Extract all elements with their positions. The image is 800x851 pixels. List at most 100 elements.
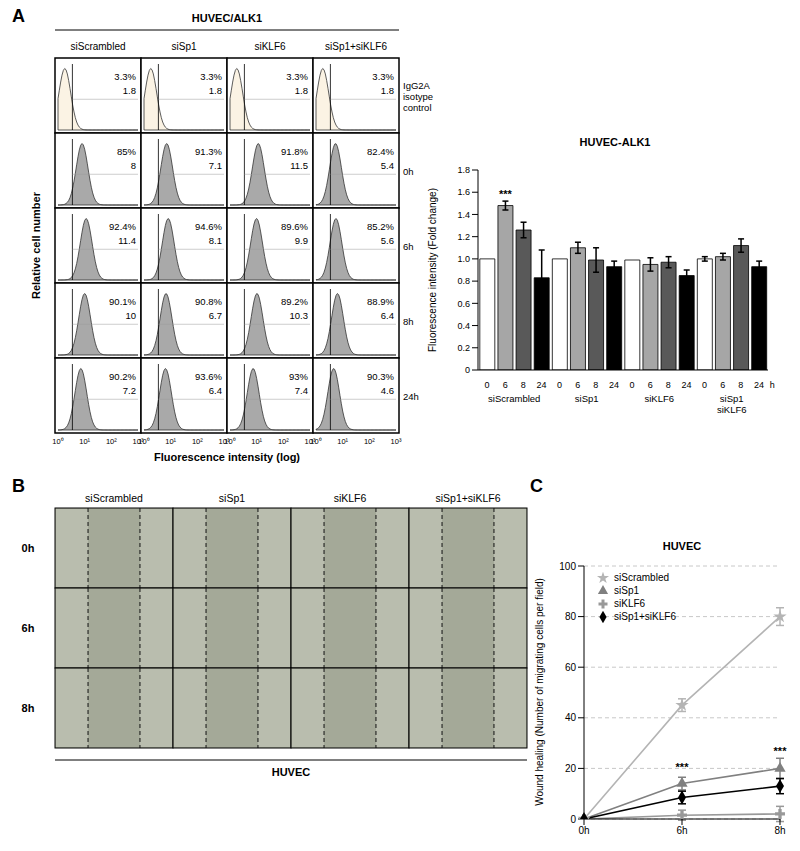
svg-text:10⁰: 10⁰	[52, 437, 63, 446]
svg-text:88.9%: 88.9%	[367, 296, 394, 307]
svg-text:93%: 93%	[289, 371, 309, 382]
svg-text:HUVEC/ALK1: HUVEC/ALK1	[192, 12, 262, 24]
svg-text:IgG2Aisotypecontrol: IgG2Aisotypecontrol	[403, 80, 433, 113]
svg-text:1.8: 1.8	[381, 85, 394, 96]
svg-text:7.4: 7.4	[295, 385, 308, 396]
svg-text:siKLF6: siKLF6	[254, 41, 286, 52]
svg-text:10¹: 10¹	[251, 437, 262, 446]
svg-text:8: 8	[593, 380, 598, 390]
svg-text:Fluorescence intensity (log): Fluorescence intensity (log)	[154, 451, 300, 463]
svg-text:siScrambled: siScrambled	[70, 41, 125, 52]
svg-text:siKLF6: siKLF6	[644, 393, 674, 404]
svg-text:***: ***	[676, 761, 690, 773]
svg-text:7.1: 7.1	[209, 160, 222, 171]
svg-text:80: 80	[565, 611, 577, 622]
svg-text:10¹: 10¹	[337, 437, 348, 446]
svg-text:7.2: 7.2	[123, 385, 136, 396]
svg-text:4.6: 4.6	[381, 385, 394, 396]
svg-text:***: ***	[774, 745, 788, 757]
svg-text:24: 24	[609, 380, 619, 390]
svg-text:8.1: 8.1	[209, 235, 222, 246]
svg-text:10⁰: 10⁰	[224, 437, 235, 446]
svg-text:siSp1+siKLF6: siSp1+siKLF6	[435, 492, 500, 504]
svg-text:1.4: 1.4	[457, 210, 470, 220]
svg-text:93.6%: 93.6%	[195, 371, 222, 382]
svg-text:siScrambled: siScrambled	[85, 492, 143, 504]
svg-text:92.4%: 92.4%	[109, 221, 136, 232]
svg-text:10²: 10²	[278, 437, 289, 446]
svg-text:10¹: 10¹	[79, 437, 90, 446]
svg-text:8: 8	[131, 160, 136, 171]
svg-text:24: 24	[681, 380, 691, 390]
svg-text:6.4: 6.4	[209, 385, 222, 396]
svg-text:6: 6	[720, 380, 725, 390]
svg-text:0.2: 0.2	[457, 343, 470, 353]
svg-text:20: 20	[565, 763, 577, 774]
svg-text:6: 6	[575, 380, 580, 390]
svg-text:0: 0	[485, 380, 490, 390]
svg-text:0h: 0h	[403, 166, 414, 177]
svg-text:6h: 6h	[403, 241, 414, 252]
svg-text:C: C	[530, 476, 543, 496]
svg-text:11.4: 11.4	[118, 235, 136, 246]
svg-text:0.6: 0.6	[457, 299, 470, 309]
svg-text:3.3%: 3.3%	[286, 71, 308, 82]
svg-text:siKLF6: siKLF6	[334, 492, 367, 504]
svg-text:6h: 6h	[676, 825, 687, 836]
svg-text:94.6%: 94.6%	[195, 221, 222, 232]
svg-text:1.8: 1.8	[123, 85, 136, 96]
svg-text:1.6: 1.6	[457, 187, 470, 197]
svg-text:Relative cell number: Relative cell number	[30, 191, 42, 299]
svg-text:0.4: 0.4	[457, 321, 470, 331]
svg-text:90.3%: 90.3%	[367, 371, 394, 382]
svg-text:8h: 8h	[403, 316, 414, 327]
svg-text:10³: 10³	[391, 437, 402, 446]
svg-text:1.8: 1.8	[209, 85, 222, 96]
svg-text:10: 10	[125, 310, 136, 321]
svg-text:6h: 6h	[22, 622, 35, 634]
svg-text:siSp1: siSp1	[171, 41, 196, 52]
svg-text:siSp1: siSp1	[219, 492, 245, 504]
svg-text:HUVEC: HUVEC	[272, 766, 311, 778]
svg-text:0: 0	[570, 814, 576, 825]
svg-text:5.6: 5.6	[381, 235, 394, 246]
svg-text:siSp1siKLF6: siSp1siKLF6	[717, 393, 747, 415]
svg-text:8h: 8h	[774, 825, 785, 836]
svg-text:siScrambled: siScrambled	[488, 393, 540, 404]
svg-text:1.8: 1.8	[295, 85, 308, 96]
svg-text:90.8%: 90.8%	[195, 296, 222, 307]
svg-text:89.2%: 89.2%	[281, 296, 308, 307]
svg-text:3.3%: 3.3%	[200, 71, 222, 82]
svg-text:8h: 8h	[22, 702, 35, 714]
svg-text:8: 8	[521, 380, 526, 390]
svg-text:0: 0	[630, 380, 635, 390]
svg-text:B: B	[12, 476, 25, 496]
svg-text:10⁰: 10⁰	[138, 437, 149, 446]
svg-text:0: 0	[465, 365, 470, 375]
svg-text:100: 100	[559, 561, 576, 572]
svg-text:0: 0	[702, 380, 707, 390]
svg-text:siSp1: siSp1	[575, 393, 599, 404]
svg-text:1.2: 1.2	[457, 232, 470, 242]
svg-text:8: 8	[738, 380, 743, 390]
svg-text:91.8%: 91.8%	[281, 146, 308, 157]
svg-text:90.1%: 90.1%	[109, 296, 136, 307]
svg-text:3.3%: 3.3%	[114, 71, 136, 82]
svg-text:85.2%: 85.2%	[367, 221, 394, 232]
svg-text:3.3%: 3.3%	[372, 71, 394, 82]
svg-text:10²: 10²	[192, 437, 203, 446]
svg-text:0h: 0h	[578, 825, 589, 836]
svg-text:10.3: 10.3	[290, 310, 309, 321]
svg-text:siSp1+siKLF6: siSp1+siKLF6	[325, 41, 387, 52]
svg-text:90.2%: 90.2%	[109, 371, 136, 382]
svg-text:10²: 10²	[106, 437, 117, 446]
svg-text:8: 8	[666, 380, 671, 390]
svg-text:60: 60	[565, 662, 577, 673]
svg-text:0h: 0h	[22, 542, 35, 554]
svg-text:6: 6	[648, 380, 653, 390]
svg-text:***: ***	[499, 188, 513, 200]
svg-text:24h: 24h	[403, 391, 419, 402]
svg-text:82.4%: 82.4%	[367, 146, 394, 157]
svg-text:6.7: 6.7	[209, 310, 222, 321]
svg-text:9.9: 9.9	[295, 235, 308, 246]
